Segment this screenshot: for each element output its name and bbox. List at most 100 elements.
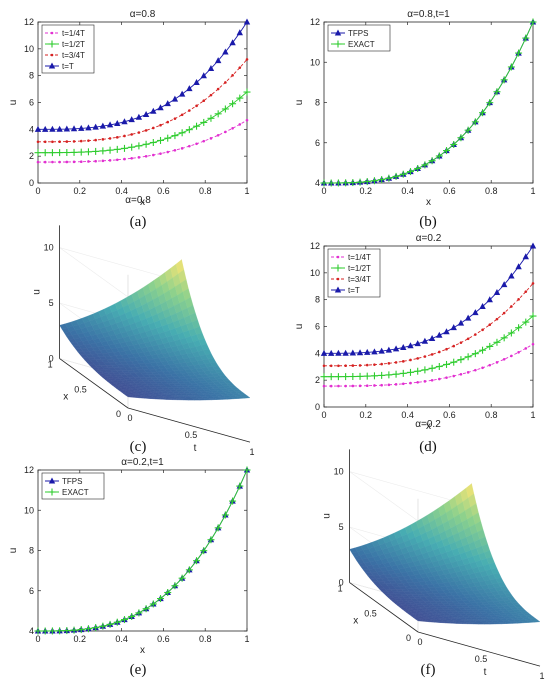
series-line-1 [38,91,248,154]
legend-label: t=3/4T [62,51,85,60]
chart-title: α=0.8 [130,9,156,20]
data-point [430,378,434,382]
legend-label: t=T [348,286,360,295]
y-axis-label: u [8,548,19,554]
data-point [236,482,244,490]
data-point [515,49,523,57]
legend-marker [336,277,340,281]
data-point [365,384,369,387]
data-point [171,582,179,590]
x-tick-label: 0.6 [443,410,456,420]
data-point [135,609,143,617]
chart-title: α=0.8 [125,195,151,206]
t-axis-line [417,631,541,667]
data-point [500,76,508,84]
data-point [48,149,56,157]
data-point [457,134,465,142]
t-tick-label: 1 [249,447,254,457]
data-point [41,149,49,157]
legend-marker [48,488,56,496]
data-point [159,123,162,127]
data-point [438,350,441,354]
legend-marker [334,40,342,48]
y-axis-label: u [294,324,305,330]
data-point [99,147,107,155]
data-point [464,314,472,321]
data-point [344,364,347,368]
data-point [399,369,407,377]
data-point [142,110,150,117]
data-point [157,136,165,144]
data-point [77,148,85,156]
series-line-1 [324,315,534,378]
data-point [243,466,251,474]
data-point [65,140,69,143]
data-point [349,179,357,187]
data-point [130,156,133,160]
data-point [209,137,213,140]
data-point [245,118,249,122]
data-point [508,272,515,279]
data-point [500,281,508,288]
data-point [378,176,386,184]
x-tick-label: 0.4 [115,634,128,644]
data-point [406,168,414,176]
panel-e: 0 0.2 0.4 0.6 0.8 1 4 6 8 10 12 α=0.2,t=1 x u TFPS EXAC… [8,457,251,656]
data-point [180,147,184,150]
data-point [178,90,186,97]
panel-b: 0 0.2 0.4 0.6 0.8 1 4 6 8 10 12 α=0.8,t=1 x u TFPS EXAC… [294,9,537,208]
data-point [101,138,105,141]
y-tick-label: 12 [24,17,34,27]
chart-title: α=0.2,t=1 [121,457,164,468]
data-point [49,125,56,132]
x-tick-label: 1 [244,186,249,196]
data-point [443,328,450,335]
data-point [457,319,465,326]
x-tick-label: 0 [321,186,326,196]
data-point [128,143,136,151]
data-point [87,160,90,163]
z-tick-label: 0 [339,578,344,588]
data-point [178,129,186,137]
z-axis-label: u [32,289,43,295]
caption-c: (c) [129,439,147,455]
y-tick-label: 4 [29,124,34,134]
x-axis-label: x [353,615,358,626]
data-point [428,364,436,372]
data-point [84,625,92,633]
data-point [34,125,42,132]
legend-label: t=1/2T [62,40,85,49]
x-tick-label: 0 [321,410,326,420]
y-tick-label: 10 [310,57,320,67]
data-point [421,161,429,169]
data-point [370,372,378,380]
data-point [130,133,133,136]
z-axis-label: u [322,513,333,519]
legend-marker [50,31,54,35]
data-point [58,160,61,164]
data-point [106,146,114,154]
y-tick-label: 0 [315,402,320,412]
x-tick-label: 0.5 [74,384,87,394]
data-point [479,302,486,309]
data-point [385,371,393,379]
data-point [329,384,333,388]
data-point [106,121,114,128]
y-tick-label: 12 [310,17,320,27]
x-tick-label: 0.2 [360,186,373,196]
t-axis-line [127,407,251,443]
data-point [459,341,463,344]
t-tick-label: 0.5 [475,654,488,664]
data-point [401,382,405,386]
data-point [113,618,121,626]
series-line-0 [324,343,534,387]
data-point [327,179,335,187]
data-point [522,34,530,42]
data-point [137,131,141,134]
data-point [466,371,470,374]
data-point [128,116,135,123]
data-point [243,18,251,25]
data-point [56,125,63,132]
data-point [224,81,227,84]
t-tick-label: 1 [539,671,544,681]
